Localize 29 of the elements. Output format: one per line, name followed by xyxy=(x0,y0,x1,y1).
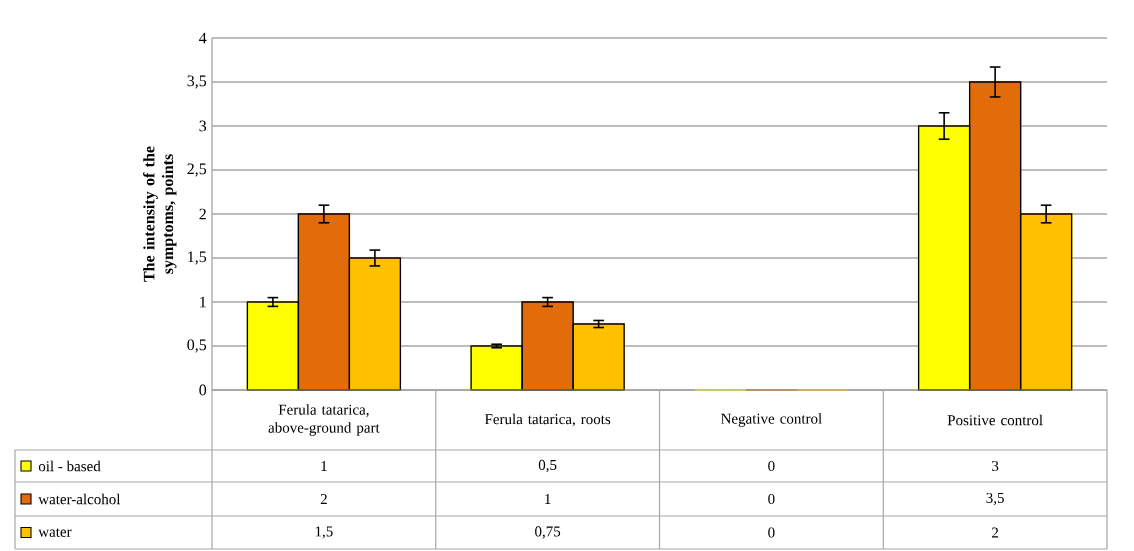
data-label: 0,5 xyxy=(538,459,557,473)
data-label: 0 xyxy=(768,527,775,538)
y-tick-label: 4 xyxy=(199,32,207,44)
y-tick-label: 2 xyxy=(199,208,206,220)
y-tick-label: 3 xyxy=(199,120,207,132)
legend-label: oil - based xyxy=(38,460,101,472)
legend-label: water xyxy=(38,528,72,537)
y-tick-label: 1,5 xyxy=(188,251,207,265)
x-tick-label: Positive control xyxy=(947,414,1043,426)
x-tick-label: Negative control xyxy=(721,413,822,427)
y-tick-label: 3,5 xyxy=(187,75,207,89)
data-label: 3 xyxy=(992,460,999,472)
data-label: 2 xyxy=(320,494,327,504)
x-tick-label: Ferula tatarica, roots xyxy=(484,413,611,427)
data-label: 1 xyxy=(321,461,327,471)
data-label: 0 xyxy=(768,460,775,472)
y-axis-title: The intensity of the symptoms, points xyxy=(143,146,177,282)
y-tick-label: 1 xyxy=(200,296,206,308)
y-tick-label: 2,5 xyxy=(187,163,207,177)
data-label: 3,5 xyxy=(986,492,1004,506)
y-tick-label: 0,5 xyxy=(187,339,207,353)
legend-label: water-alcohol xyxy=(38,493,121,505)
y-tick-label: 0 xyxy=(199,384,207,396)
data-label: 1,5 xyxy=(315,526,333,539)
data-label: 0 xyxy=(768,493,775,505)
x-tick-label: Ferula tatarica, above-ground part xyxy=(268,404,380,436)
data-label: 2 xyxy=(992,527,999,538)
data-label: 0,75 xyxy=(535,526,561,539)
data-label: 1 xyxy=(545,494,551,504)
